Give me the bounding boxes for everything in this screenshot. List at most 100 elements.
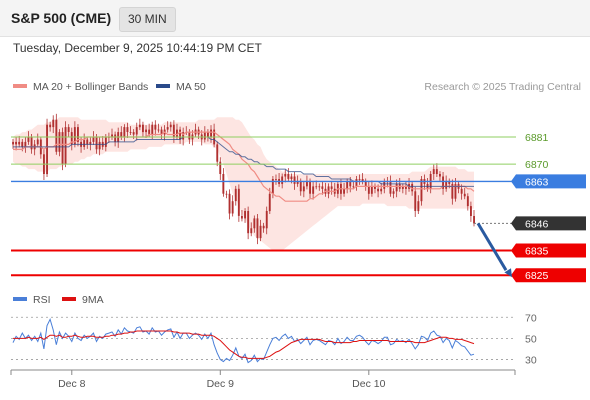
- research-credit: Research © 2025 Trading Central: [424, 81, 581, 93]
- candle-body: [83, 139, 86, 147]
- candle-body: [30, 137, 33, 150]
- candle-body: [460, 188, 463, 194]
- candle-body: [49, 124, 52, 128]
- resistance-level-6881-label: 6881: [525, 132, 549, 144]
- candle-body: [151, 124, 154, 135]
- candle-body: [268, 193, 271, 212]
- support-level-6835-tag: [511, 243, 586, 258]
- candle-body: [114, 134, 117, 142]
- candle-body: [302, 186, 305, 192]
- candle-body: [58, 132, 61, 152]
- candle-body: [420, 179, 423, 202]
- candle-body: [265, 211, 268, 229]
- candle-body: [315, 186, 318, 188]
- candle-body: [207, 132, 209, 137]
- candle-body: [451, 183, 454, 199]
- candle-body: [247, 211, 250, 234]
- candle-body: [77, 127, 79, 142]
- candle-body: [293, 176, 296, 184]
- candle-body: [290, 176, 293, 179]
- chart-timestamp: Tuesday, December 9, 2025 10:44:19 PM CE…: [13, 41, 262, 55]
- candle-body: [176, 129, 178, 137]
- header-bar: S&P 500 (CME) 30 MIN: [0, 0, 590, 37]
- candle-body: [445, 181, 448, 189]
- ma50-legend-swatch: [156, 84, 170, 88]
- candle-body: [306, 181, 308, 187]
- candle-body: [86, 139, 89, 145]
- x-tick-label-2: Dec 10: [352, 378, 385, 390]
- timeframe-button[interactable]: 30 MIN: [119, 7, 176, 32]
- candle-body: [18, 141, 21, 145]
- candle-body: [380, 188, 383, 192]
- candle-body: [370, 186, 373, 194]
- candle-body: [111, 134, 113, 137]
- instrument-title: S&P 500 (CME): [11, 10, 112, 26]
- candle-body: [61, 132, 64, 165]
- candle-body: [470, 206, 472, 216]
- candle-body: [466, 196, 469, 207]
- price-levels: 6881 6870 6863 6846 6835 6825: [11, 132, 586, 283]
- ma50-legend-label: MA 50: [176, 81, 206, 93]
- candle-body: [355, 179, 358, 187]
- resistance-level-6870-label: 6870: [525, 159, 549, 171]
- candle-body: [281, 176, 284, 184]
- candle-body: [454, 183, 457, 199]
- candle-body: [262, 225, 265, 229]
- candle-body: [132, 132, 135, 135]
- rsi-legend-label: RSI: [33, 294, 51, 306]
- candle-body: [352, 186, 355, 188]
- candle-body: [432, 169, 435, 174]
- candle-body: [92, 137, 95, 142]
- candle-body: [89, 141, 92, 145]
- candle-body: [24, 141, 27, 147]
- candle-body: [299, 181, 302, 192]
- candle-body: [250, 228, 253, 234]
- candle-body: [358, 179, 361, 180]
- candle-body: [172, 124, 175, 137]
- candle-body: [160, 129, 163, 135]
- candle-body: [120, 132, 123, 137]
- candle-body: [70, 132, 73, 145]
- candle-body: [275, 179, 277, 180]
- candle-body: [259, 225, 262, 239]
- candle-body: [135, 127, 138, 135]
- candle-body: [435, 169, 438, 174]
- candle-body: [12, 141, 14, 145]
- price-panel: [12, 113, 475, 251]
- candle-body: [463, 193, 466, 197]
- candle-body: [225, 193, 228, 195]
- candle-body: [67, 127, 70, 132]
- candle-body: [417, 201, 420, 212]
- candle-body: [73, 127, 76, 145]
- ma20-legend-label: MA 20 + Bollinger Bands: [33, 81, 148, 93]
- rsi-tick-70: 70: [525, 312, 537, 324]
- candle-body: [182, 132, 185, 140]
- candle-body: [104, 137, 107, 147]
- rsi-legend-swatch: [13, 297, 27, 301]
- candle-body: [287, 174, 290, 179]
- x-axis: Dec 8 Dec 9 Dec 10: [10, 370, 516, 390]
- candle-body: [346, 181, 349, 189]
- candle-body: [15, 141, 17, 145]
- candle-body: [222, 174, 225, 194]
- candle-body: [318, 186, 321, 188]
- candle-body: [414, 191, 417, 211]
- candle-body: [256, 218, 259, 239]
- candle-body: [253, 218, 256, 229]
- pivot-level-6863-tag: [511, 174, 586, 189]
- candle-body: [411, 183, 414, 192]
- support-level-6835-label: 6835: [525, 246, 549, 258]
- candle-body: [203, 132, 206, 140]
- candle-body: [321, 186, 324, 189]
- candle-body: [55, 119, 58, 152]
- candle-body: [364, 181, 367, 187]
- candle-body: [405, 186, 407, 189]
- x-tick-label-0: Dec 8: [58, 378, 86, 390]
- candle-body: [374, 186, 376, 189]
- forecast-arrow-head: [504, 268, 512, 278]
- candle-body: [343, 188, 345, 194]
- candle-body: [123, 127, 126, 137]
- candle-body: [27, 137, 30, 142]
- candle-body: [148, 129, 151, 135]
- candle-body: [448, 181, 451, 184]
